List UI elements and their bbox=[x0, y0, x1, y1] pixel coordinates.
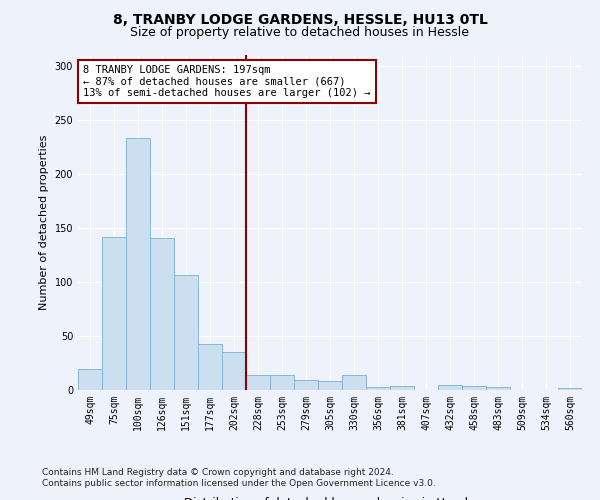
Bar bbox=[78, 370, 102, 390]
Text: 8 TRANBY LODGE GARDENS: 197sqm
← 87% of detached houses are smaller (667)
13% of: 8 TRANBY LODGE GARDENS: 197sqm ← 87% of … bbox=[83, 65, 371, 98]
Bar bbox=[558, 388, 582, 390]
Bar bbox=[270, 375, 294, 390]
Bar bbox=[486, 387, 510, 390]
Text: 8, TRANBY LODGE GARDENS, HESSLE, HU13 0TL: 8, TRANBY LODGE GARDENS, HESSLE, HU13 0T… bbox=[113, 12, 487, 26]
Bar bbox=[342, 375, 366, 390]
Y-axis label: Number of detached properties: Number of detached properties bbox=[39, 135, 49, 310]
Bar bbox=[150, 238, 174, 390]
Bar bbox=[462, 386, 486, 390]
Bar bbox=[366, 387, 390, 390]
Bar bbox=[126, 138, 150, 390]
Bar bbox=[246, 375, 270, 390]
Bar bbox=[318, 382, 342, 390]
Bar bbox=[294, 380, 318, 390]
Bar bbox=[174, 276, 198, 390]
Bar bbox=[198, 344, 222, 390]
Text: Contains HM Land Registry data © Crown copyright and database right 2024.
Contai: Contains HM Land Registry data © Crown c… bbox=[42, 468, 436, 487]
Text: Size of property relative to detached houses in Hessle: Size of property relative to detached ho… bbox=[131, 26, 470, 39]
Bar bbox=[222, 352, 246, 390]
Bar bbox=[438, 384, 462, 390]
Bar bbox=[102, 236, 126, 390]
Bar bbox=[390, 386, 414, 390]
X-axis label: Distribution of detached houses by size in Hessle: Distribution of detached houses by size … bbox=[184, 497, 476, 500]
